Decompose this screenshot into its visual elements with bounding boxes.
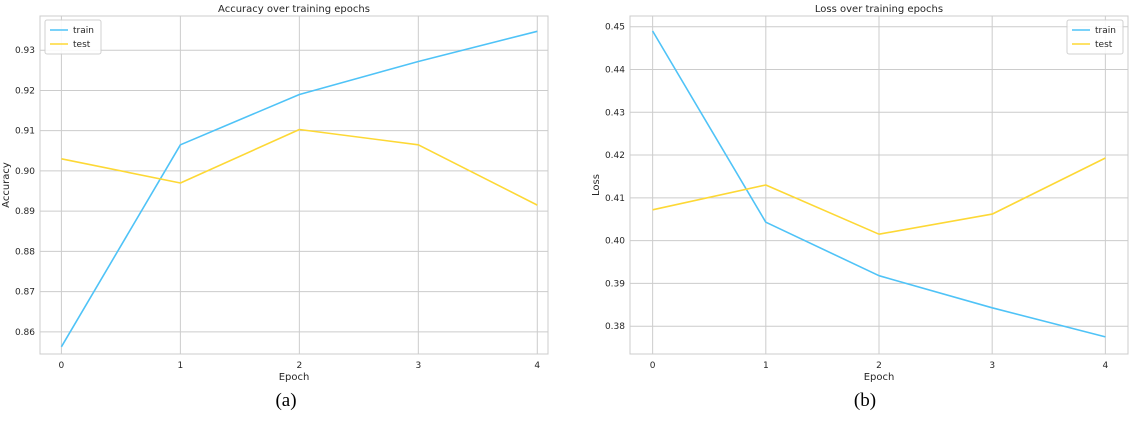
- series-line-train: [651, 30, 1106, 338]
- y-tick-label: 0.92: [15, 86, 35, 96]
- x-tick-label: 3: [989, 361, 995, 371]
- chart-title: Accuracy over training epochs: [218, 4, 370, 15]
- y-tick-label: 0.43: [605, 108, 625, 118]
- y-tick-label: 0.90: [15, 167, 35, 177]
- chart-1: 0 1 2 3 4 0.38 0.39 0.40 0.41 0.42 0.43 0.44 0.45 Los…: [591, 4, 1129, 411]
- y-tick-label: 0.41: [605, 194, 625, 204]
- x-tick-label: 1: [763, 361, 769, 371]
- x-axis-label: Epoch: [279, 372, 310, 383]
- x-tick-label: 3: [415, 361, 421, 371]
- plot-frame: [629, 15, 1129, 355]
- x-tick-label: 0: [59, 361, 65, 371]
- figure-caption: (a): [275, 390, 296, 411]
- x-tick-label: 2: [296, 361, 302, 371]
- y-axis-label: Loss: [591, 174, 602, 196]
- series-line-test: [652, 157, 1106, 235]
- legend-label-train: train: [1095, 26, 1116, 36]
- x-tick-label: 1: [178, 361, 184, 371]
- grid: [630, 16, 1128, 354]
- y-tick-label: 0.39: [605, 279, 625, 289]
- y-tick-label: 0.91: [15, 127, 35, 137]
- series-line-test: [61, 128, 538, 206]
- y-tick-label: 0.40: [605, 237, 625, 247]
- y-tick-label: 0.38: [605, 322, 625, 332]
- y-tick-label: 0.44: [605, 65, 625, 75]
- legend-box: [44, 19, 102, 55]
- chart-0: 0 1 2 3 4 0.86 0.87 0.88 0.89 0.90 0.91 0.92 0.93 Acc…: [1, 4, 549, 411]
- y-tick-label: 0.86: [15, 328, 35, 338]
- plot-area: [40, 16, 548, 354]
- y-tick-label: 0.89: [15, 207, 35, 217]
- legend: train test: [44, 19, 102, 55]
- y-tick-label: 0.87: [15, 288, 35, 298]
- x-tick-label: 4: [534, 361, 540, 371]
- plot-frame: [39, 15, 549, 355]
- y-tick-label: 0.93: [15, 46, 35, 56]
- legend: train test: [1066, 19, 1124, 55]
- x-tick-label: 2: [876, 361, 882, 371]
- y-tick-label: 0.42: [605, 151, 625, 161]
- legend-label-test: test: [1095, 40, 1113, 50]
- x-tick-label: 4: [1102, 361, 1108, 371]
- figure-caption: (b): [854, 390, 876, 411]
- x-axis-label: Epoch: [864, 372, 895, 383]
- y-tick-label: 0.88: [15, 247, 35, 257]
- y-tick-label: 0.45: [605, 23, 625, 33]
- x-tick-label: 0: [650, 361, 656, 371]
- chart-title: Loss over training epochs: [815, 4, 943, 15]
- legend-box: [1066, 19, 1124, 55]
- legend-label-train: train: [73, 26, 94, 36]
- series-line-train: [60, 30, 538, 348]
- y-axis-label: Accuracy: [1, 162, 12, 208]
- legend-label-test: test: [73, 40, 91, 50]
